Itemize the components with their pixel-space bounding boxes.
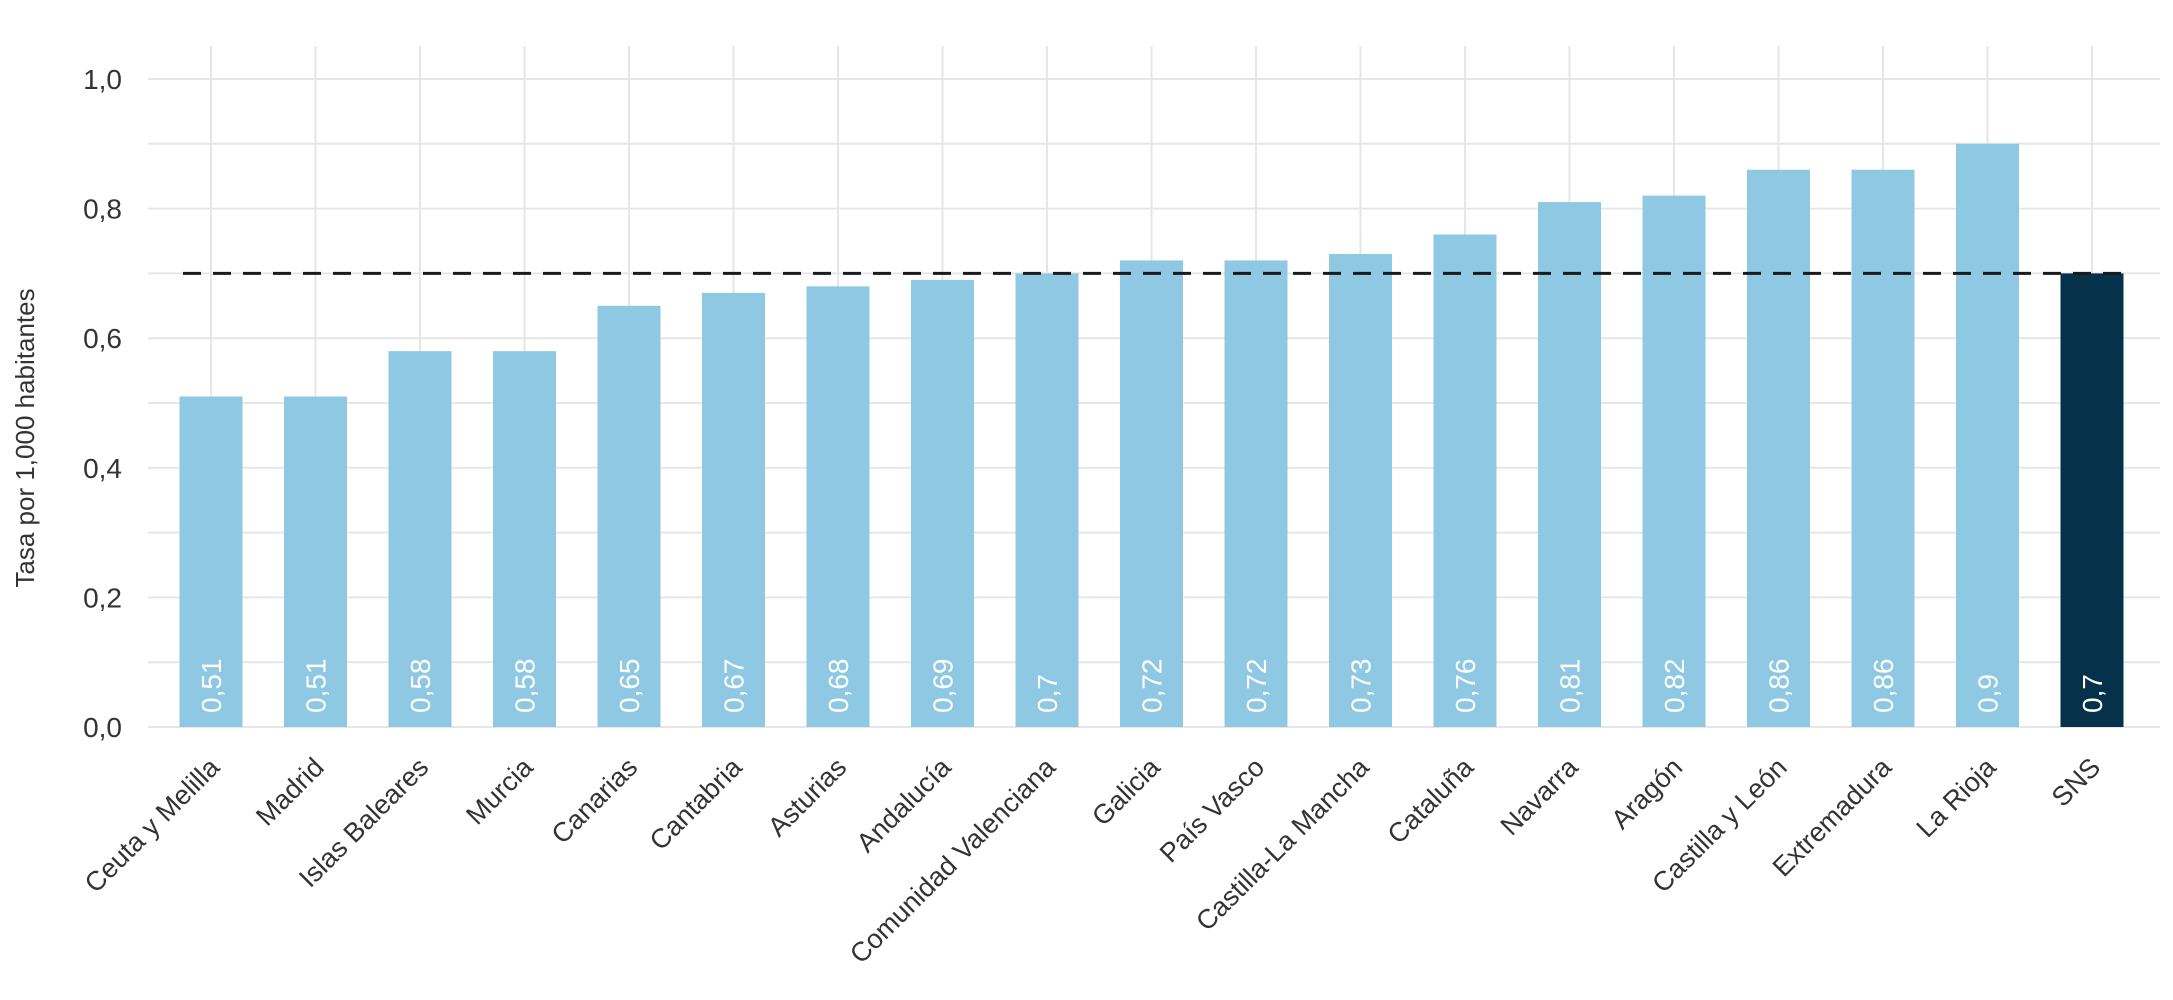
bar-value-label: 0,81 bbox=[1555, 659, 1586, 714]
bar-value-label: 0,9 bbox=[1973, 674, 2004, 713]
bar bbox=[179, 396, 243, 727]
bar bbox=[1851, 169, 1915, 728]
bar-value-label: 0,7 bbox=[1032, 674, 1063, 713]
bar-value-label: 0,73 bbox=[1346, 659, 1377, 714]
bar-value-label: 0,72 bbox=[1137, 659, 1168, 714]
y-tick-label: 0,8 bbox=[83, 194, 122, 225]
bar bbox=[1015, 273, 1079, 727]
x-tick-label: Ceuta y Melilla bbox=[79, 751, 226, 898]
bar-value-label: 0,58 bbox=[405, 659, 436, 714]
x-tick-label: Galicia bbox=[1086, 751, 1166, 831]
x-tick-label: Navarra bbox=[1495, 751, 1585, 841]
bar bbox=[388, 351, 452, 727]
bar-value-label: 0,51 bbox=[196, 659, 227, 714]
x-tick-label: La Rioja bbox=[1910, 751, 2002, 843]
y-tick-label: 0,6 bbox=[83, 323, 122, 354]
x-tick-label: SNS bbox=[2046, 752, 2106, 812]
bar bbox=[1120, 260, 1183, 727]
x-tick-label: Cataluña bbox=[1382, 751, 1480, 849]
bar bbox=[493, 351, 556, 727]
bar-value-label: 0,68 bbox=[823, 659, 854, 714]
bar-value-label: 0,65 bbox=[614, 659, 645, 714]
bar bbox=[806, 286, 870, 727]
x-tick-label: Canarias bbox=[546, 752, 644, 850]
x-tick-label: Andalucía bbox=[851, 751, 958, 858]
bar bbox=[1747, 169, 1810, 728]
bar bbox=[911, 279, 974, 727]
x-tick-label: Castilla-La Mancha bbox=[1190, 751, 1375, 936]
x-tick-label: Madrid bbox=[250, 752, 330, 832]
bar-value-label: 0,86 bbox=[1868, 659, 1899, 714]
bar-value-label: 0,67 bbox=[719, 659, 750, 714]
y-tick-label: 0,4 bbox=[83, 453, 122, 484]
x-tick-label: Murcia bbox=[460, 751, 539, 830]
x-tick-label: Asturias bbox=[762, 752, 852, 842]
bar-value-label: 0,82 bbox=[1659, 659, 1690, 714]
bar bbox=[1433, 234, 1497, 727]
bar-value-label: 0,7 bbox=[2077, 674, 2108, 713]
y-tick-label: 0,0 bbox=[83, 712, 122, 743]
bar-value-label: 0,86 bbox=[1764, 659, 1795, 714]
bar bbox=[1956, 143, 2019, 728]
bar-value-label: 0,69 bbox=[928, 659, 959, 714]
bar bbox=[1329, 253, 1392, 727]
bar bbox=[1538, 202, 1601, 727]
bar bbox=[597, 305, 661, 727]
bar bbox=[284, 396, 347, 727]
bar-value-label: 0,58 bbox=[510, 659, 541, 714]
bar-value-label: 0,76 bbox=[1450, 659, 1481, 714]
y-tick-label: 1,0 bbox=[83, 64, 122, 95]
bar-value-label: 0,72 bbox=[1241, 659, 1272, 714]
bar-value-label: 0,51 bbox=[301, 659, 332, 714]
bar bbox=[702, 292, 765, 727]
y-axis-ticks: 0,0 0,2 0,4 0,6 0,8 1,0 bbox=[83, 64, 122, 743]
y-axis-title: Tasa por 1,000 habitantes bbox=[10, 288, 40, 587]
x-tick-label: Aragón bbox=[1605, 752, 1688, 835]
x-tick-label: País Vasco bbox=[1154, 752, 1270, 868]
y-tick-label: 0,2 bbox=[83, 582, 122, 613]
bars: 0,51 0,51 0,58 0,58 0,65 0,67 0,68 0,69 0,7 0,72 0… bbox=[179, 143, 2124, 728]
bar bbox=[2060, 273, 2124, 727]
bar bbox=[1224, 260, 1288, 727]
x-tick-label: Comunidad Valenciana bbox=[844, 751, 1062, 969]
x-tick-label: Cantabria bbox=[644, 751, 749, 856]
bar bbox=[1642, 195, 1706, 727]
